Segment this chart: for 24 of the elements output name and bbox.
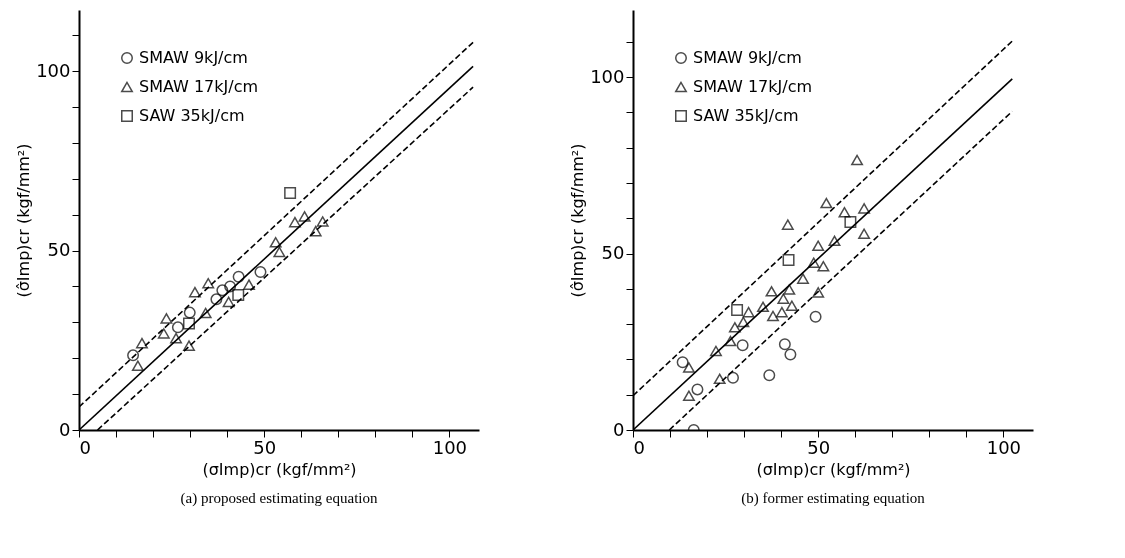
y-tick-label: 100 [36, 59, 71, 81]
x-axis-title: (σImp)cr (kgf/mm²) [202, 459, 357, 479]
y-axis-title: (σ̂Imp)cr (kgf/mm²) [568, 143, 588, 298]
text: (b) former estimating equation [741, 490, 926, 507]
y-tick-label: 50 [601, 242, 625, 264]
x-axis-title: (σImp)cr (kgf/mm²) [756, 459, 911, 479]
x-tick-label: 0 [633, 436, 645, 458]
x-tick-label: 100 [986, 436, 1022, 458]
text: (a) proposed estimating equation [180, 490, 379, 507]
legend-label: SAW 35kJ/cm [139, 106, 245, 125]
legend-label: SMAW 9kJ/cm [139, 48, 248, 67]
y-tick-label: 50 [47, 239, 71, 261]
legend-label: SMAW 17kJ/cm [693, 77, 813, 96]
legend-label: SAW 35kJ/cm [693, 106, 799, 125]
y-tick-label: 0 [613, 418, 625, 440]
x-tick-label: 50 [807, 436, 831, 458]
legend-label: SMAW 17kJ/cm [139, 77, 259, 96]
x-tick-label: 50 [253, 436, 277, 458]
y-tick-label: 0 [59, 418, 71, 440]
y-tick-label: 100 [590, 65, 625, 87]
x-tick-label: 0 [79, 436, 91, 458]
y-axis-title: (σ̂Imp)cr (kgf/mm²) [14, 143, 34, 298]
x-tick-label: 100 [432, 436, 468, 458]
legend-label: SMAW 9kJ/cm [693, 48, 802, 67]
